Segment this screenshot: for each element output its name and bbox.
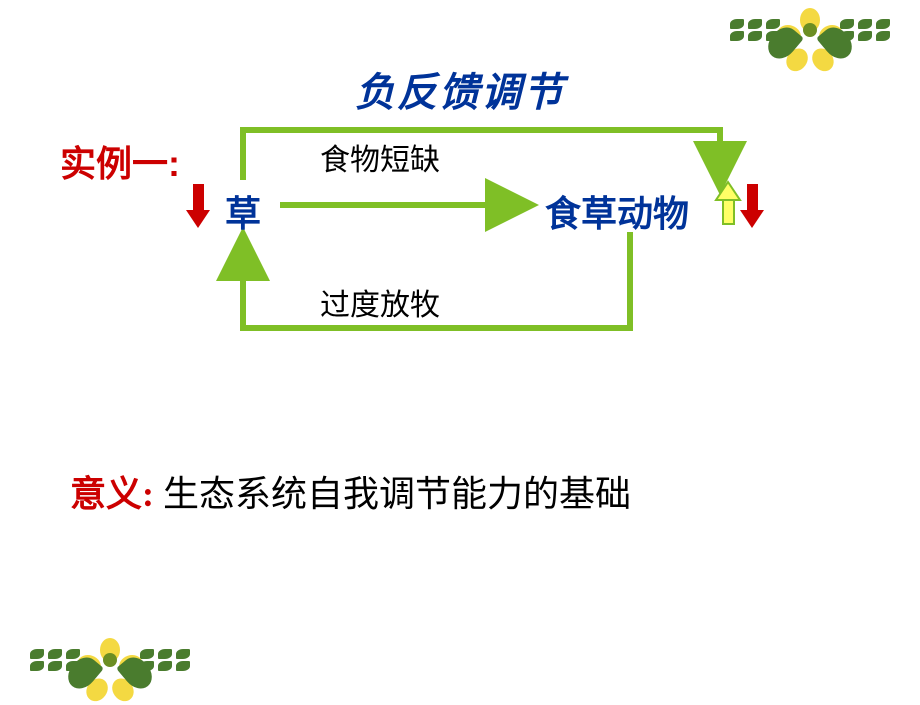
flower-decoration-bottom bbox=[30, 638, 190, 682]
node-grass: 草 bbox=[225, 185, 261, 237]
arrow-up-icon bbox=[716, 182, 740, 224]
arrow-down-icon bbox=[186, 184, 210, 228]
meaning-line: 意义: 生态系统自我调节能力的基础 bbox=[70, 465, 631, 517]
flower-icon bbox=[88, 638, 132, 682]
edge-label-bottom: 过度放牧 bbox=[320, 280, 440, 324]
edge-label-top: 食物短缺 bbox=[320, 135, 440, 179]
meaning-prefix: 意义: bbox=[70, 474, 154, 514]
arrow-down-icon bbox=[740, 184, 764, 228]
edge-top bbox=[243, 130, 720, 186]
node-herbivore: 食草动物 bbox=[545, 185, 689, 237]
feedback-diagram bbox=[0, 0, 920, 400]
meaning-text: 生态系统自我调节能力的基础 bbox=[163, 474, 631, 514]
